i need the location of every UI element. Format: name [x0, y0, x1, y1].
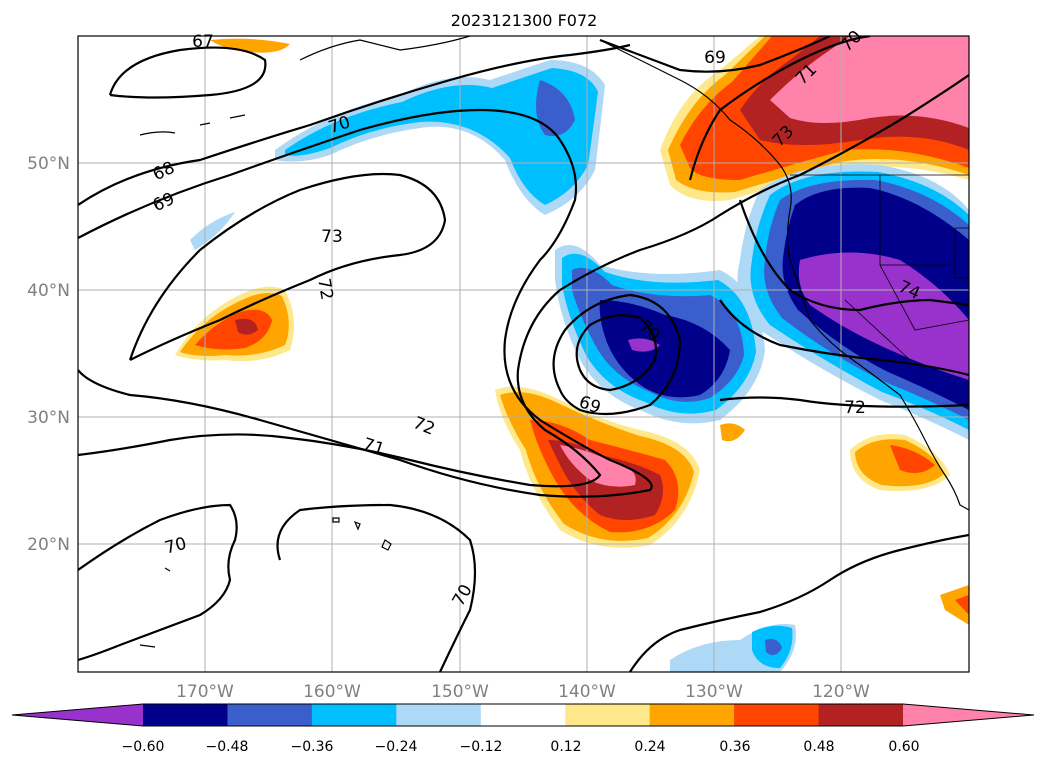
colorbar-tick-label: −0.48	[206, 739, 249, 755]
lon-label: 120°W	[812, 682, 870, 702]
colorbar-extend-min	[12, 704, 143, 726]
colorbar-swatch	[565, 704, 651, 726]
coastlines	[139, 36, 969, 648]
colorbar-tick-label: 0.36	[719, 739, 750, 755]
map-title: 2023121300 F072	[451, 11, 598, 30]
lat-label: 30°N	[27, 408, 70, 428]
colorbar-swatch	[818, 704, 904, 726]
map-panel: 67 68 69 70 73 70 69 72 71 72 70 70 69 7…	[77, 27, 970, 673]
lon-label: 130°W	[685, 682, 743, 702]
lat-label: 40°N	[27, 281, 70, 301]
shaded-anomalies	[175, 36, 969, 672]
colorbar-tick-label: −0.12	[460, 739, 503, 755]
contour-label: 73	[321, 227, 343, 247]
lat-label: 50°N	[27, 154, 70, 174]
colorbar-swatch	[734, 704, 820, 726]
longitude-labels: 170°W 160°W 150°W 140°W 130°W 120°W	[176, 682, 870, 702]
colorbar-swatch	[311, 704, 397, 726]
map-frame	[77, 35, 970, 673]
contour-label: 67	[192, 32, 214, 52]
colorbar-tick-label: 0.24	[634, 739, 665, 755]
lat-label: 20°N	[27, 535, 70, 555]
latitude-labels: 50°N 40°N 30°N 20°N	[27, 154, 70, 555]
graticule	[78, 36, 969, 672]
colorbar-tick-label: 0.12	[550, 739, 581, 755]
colorbar-swatch	[227, 704, 313, 726]
colorbar-swatch	[143, 704, 228, 726]
colorbar-tick-label: −0.24	[375, 739, 418, 755]
lon-label: 150°W	[431, 682, 489, 702]
contour-label: 72	[313, 277, 336, 302]
colorbar-tick-label: −0.60	[122, 739, 165, 755]
colorbar-extend-max	[903, 704, 1034, 726]
lon-label: 170°W	[176, 682, 234, 702]
colorbar-tick-label: 0.48	[803, 739, 834, 755]
colorbar-swatch	[480, 704, 566, 726]
colorbar-tick-label: −0.36	[291, 739, 334, 755]
contour-label: 69	[704, 48, 726, 68]
colorbar-swatch	[649, 704, 735, 726]
colorbar-swatch	[396, 704, 482, 726]
height-contours	[78, 36, 969, 672]
lon-label: 160°W	[303, 682, 361, 702]
colorbar-ticks: −0.60 −0.48 −0.36 −0.24 −0.12 0.12 0.24 …	[122, 739, 920, 755]
colorbar-tick-label: 0.60	[888, 739, 919, 755]
contour-label: 72	[844, 398, 866, 418]
lon-label: 140°W	[558, 682, 616, 702]
colorbar-outline	[11, 703, 1035, 727]
colorbar	[11, 703, 1035, 727]
